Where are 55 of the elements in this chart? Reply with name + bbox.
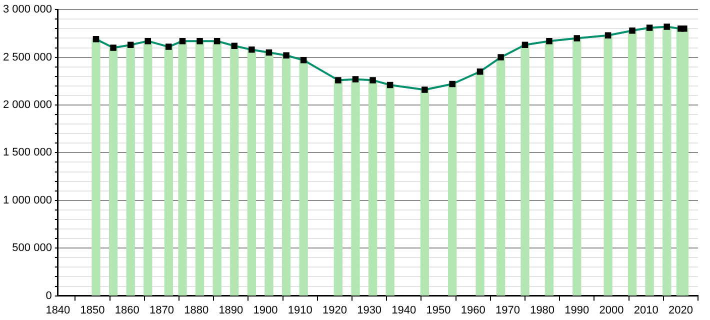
bar xyxy=(264,52,274,296)
x-tick-label: 1950 xyxy=(426,304,451,316)
x-tick-label: 1900 xyxy=(253,304,278,316)
bar xyxy=(572,38,582,296)
bar xyxy=(108,47,118,296)
x-tick-label: 1930 xyxy=(357,304,382,316)
x-tick-label: 1850 xyxy=(80,304,105,316)
x-tick-label: 1970 xyxy=(495,304,520,316)
bar xyxy=(645,27,654,296)
x-tick-label: 1890 xyxy=(218,304,244,316)
bar xyxy=(351,78,360,296)
bar xyxy=(230,46,239,296)
bar xyxy=(680,28,688,296)
x-tick-label: 1880 xyxy=(184,304,209,316)
bar xyxy=(144,40,152,296)
bar xyxy=(604,35,612,296)
x-tick-label: 1860 xyxy=(114,304,140,316)
x-tick-label: 1910 xyxy=(288,304,312,316)
y-tick-label: 1 500 000 xyxy=(3,146,52,159)
y-tick-label: 1 000 000 xyxy=(3,194,52,206)
bar xyxy=(334,80,343,296)
x-tick-label: 2020 xyxy=(668,304,693,316)
bar xyxy=(420,89,430,296)
x-tick-label: 1920 xyxy=(322,304,347,316)
y-tick-label: 500 000 xyxy=(12,242,52,254)
y-tick-label: 3 000 000 xyxy=(3,4,52,16)
bar xyxy=(126,44,135,296)
bar xyxy=(662,26,672,296)
bar xyxy=(628,30,637,296)
y-tick-label: 2 500 000 xyxy=(3,51,52,64)
bar xyxy=(448,84,457,296)
bar xyxy=(299,60,308,296)
bar xyxy=(164,46,173,296)
bar xyxy=(476,71,484,296)
bar xyxy=(195,40,204,296)
bar xyxy=(368,80,378,296)
x-tick-label: 2000 xyxy=(599,304,624,316)
bar xyxy=(386,84,394,296)
x-tick-label: 1960 xyxy=(460,304,486,316)
y-tick-label: 0 xyxy=(46,290,52,302)
bar xyxy=(520,44,530,296)
x-tick-label: 1840 xyxy=(46,304,70,316)
x-tick-label: 2010 xyxy=(634,304,658,316)
bar xyxy=(544,40,554,296)
bar xyxy=(496,56,506,296)
bar xyxy=(247,49,256,296)
bar xyxy=(178,40,187,296)
x-tick-label: 1980 xyxy=(530,304,555,316)
bar xyxy=(282,55,291,296)
y-tick-label: 2 000 000 xyxy=(3,99,52,112)
x-tick-label: 1990 xyxy=(564,304,590,316)
bar xyxy=(92,38,100,296)
x-tick-label: 1870 xyxy=(149,304,174,316)
x-tick-label: 1940 xyxy=(392,304,416,316)
bar xyxy=(212,40,222,296)
